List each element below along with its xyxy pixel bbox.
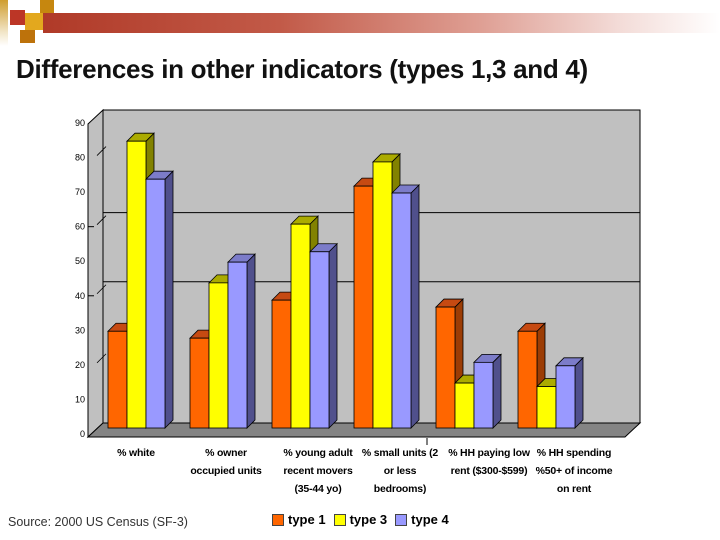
decor-square-amber [40, 0, 54, 13]
source-note: Source: 2000 US Census (SF-3) [8, 515, 188, 529]
bar [454, 382, 475, 429]
bar [126, 140, 147, 429]
category-label: % HH paying low rent ($300-$599) [448, 447, 531, 477]
bar [107, 330, 128, 429]
decor-square-gold [25, 13, 43, 30]
legend-item-type-4: type 4 [395, 512, 449, 527]
legend-item-type-3: type 3 [333, 512, 388, 527]
bar-side [574, 356, 584, 429]
svg-text:20: 20 [75, 360, 85, 370]
category-label: % owner occupied units [190, 447, 262, 477]
bar-side [328, 242, 338, 429]
svg-text:0: 0 [80, 429, 85, 439]
decor-square-burnt [20, 30, 35, 43]
bar [473, 361, 494, 429]
legend-label: type 3 [349, 512, 388, 527]
category-label: % young adult recent movers (35-44 yo) [283, 447, 353, 495]
bar [536, 386, 557, 429]
svg-text:80: 80 [75, 153, 85, 163]
svg-text:70: 70 [75, 187, 85, 197]
legend-item-type-1: type 1 [272, 512, 326, 527]
bar-side [492, 353, 502, 429]
category-label: % small units (2 or less bedrooms) [362, 447, 439, 495]
category-label: % HH spending %50+ of income on rent [536, 447, 613, 495]
left-gradient-strip [0, 0, 8, 46]
bar [353, 185, 374, 429]
bar [555, 365, 576, 429]
header-banner [43, 13, 720, 33]
bar-side [410, 184, 420, 429]
decor-square-red [10, 10, 25, 25]
svg-text:10: 10 [75, 394, 85, 404]
slide-title: Differences in other indicators (types 1… [16, 54, 588, 84]
legend-swatch [395, 513, 408, 526]
svg-text:30: 30 [75, 325, 85, 335]
svg-text:40: 40 [75, 291, 85, 301]
chart-bars [107, 132, 584, 429]
chart-legend: type 1 type 3 type 4 [272, 512, 449, 527]
svg-text:60: 60 [75, 222, 85, 232]
category-labels: % white % owner occupied units % young adul… [117, 447, 613, 495]
bar [372, 161, 393, 429]
legend-swatch [272, 513, 284, 526]
category-label: % white [117, 447, 155, 459]
bar [391, 192, 412, 429]
legend-label: type 1 [288, 512, 326, 527]
bar [290, 223, 311, 429]
bar [435, 306, 456, 429]
bar [271, 299, 292, 429]
bar-side [246, 253, 256, 429]
svg-text:50: 50 [75, 256, 85, 266]
legend-label: type 4 [411, 512, 449, 527]
bar [145, 178, 166, 429]
bar-side [164, 170, 174, 429]
legend-swatch [333, 513, 346, 526]
svg-text:90: 90 [75, 118, 85, 128]
bar [227, 261, 248, 429]
bar [309, 251, 330, 429]
bar [208, 282, 229, 429]
bar [189, 337, 210, 429]
bar [517, 330, 538, 429]
y-axis-labels: 0 10 20 30 40 50 60 70 80 90 [75, 118, 85, 439]
